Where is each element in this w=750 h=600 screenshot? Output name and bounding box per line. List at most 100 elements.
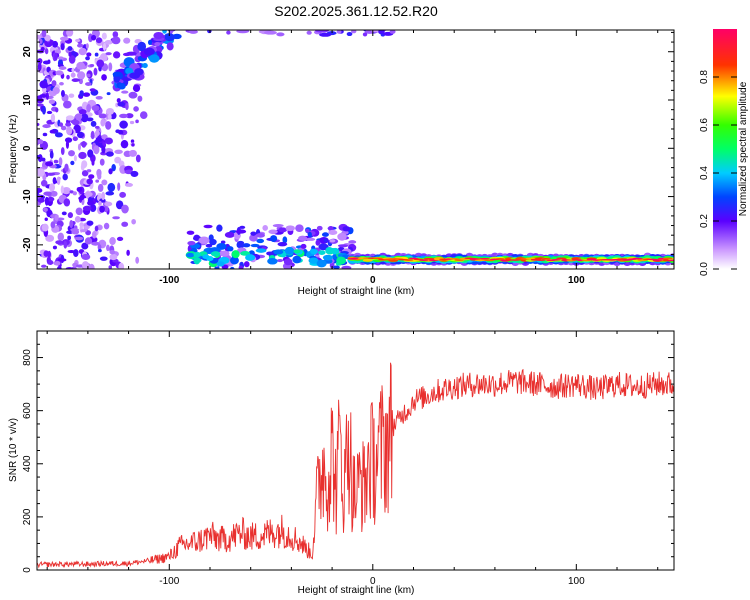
scatter-blob: [237, 240, 245, 246]
scatter-blob: [305, 237, 316, 241]
ridge-blob: [147, 39, 153, 46]
ridge-blob: [154, 42, 161, 47]
noise-blob: [65, 122, 72, 127]
noise-blob: [87, 149, 94, 158]
noise-blob: [74, 236, 84, 241]
top-edge-blob: [378, 30, 385, 34]
noise-blob: [37, 198, 45, 203]
y-tick-label: 10: [22, 94, 33, 106]
scatter-blob: [193, 234, 201, 241]
top-edge-blob: [306, 30, 312, 35]
y-tick-label: 400: [22, 455, 33, 472]
scatter-blob-strong: [267, 257, 278, 265]
scatter-blob: [276, 258, 284, 263]
noise-blob: [104, 137, 113, 145]
scatter-blob: [220, 240, 226, 244]
scatter-blob: [187, 241, 196, 246]
noise-blob: [57, 232, 65, 241]
band-segment: [556, 257, 567, 260]
noise-blob: [83, 225, 90, 230]
scatter-blob: [224, 231, 235, 238]
noise-blob: [66, 30, 74, 37]
noise-blob: [46, 110, 53, 115]
scatter-blob: [315, 239, 321, 246]
noise-blob: [79, 90, 84, 97]
noise-blob: [109, 237, 116, 245]
scatter-blob: [337, 232, 347, 241]
noise-blob: [76, 186, 83, 192]
x-tick-label: 0: [370, 576, 376, 587]
noise-blob: [61, 211, 67, 216]
noise-blob: [63, 100, 72, 109]
scatter-blob: [226, 246, 234, 252]
noise-blob: [120, 140, 129, 149]
colorbar-tick-label: 0.8: [699, 70, 710, 84]
top-edge-blob: [319, 32, 332, 37]
noise-blob: [87, 200, 95, 206]
noise-blob: [88, 174, 95, 180]
noise-blob: [84, 237, 93, 245]
noise-blob: [85, 56, 90, 61]
noise-blob: [108, 168, 113, 175]
scatter-blob: [262, 225, 269, 231]
noise-blob: [105, 191, 115, 196]
noise-blob: [101, 145, 106, 154]
noise-blob: [101, 191, 106, 201]
noise-blob: [39, 80, 48, 89]
noise-blob: [133, 106, 139, 112]
noise-blob: [98, 248, 102, 253]
noise-blob: [86, 220, 94, 226]
noise-blob: [117, 101, 126, 107]
noise-blob: [41, 30, 47, 38]
scatter-blob-strong: [202, 254, 210, 260]
noise-blob: [101, 134, 108, 140]
colorbar: 0.0 0.2 0.4 0.6 0.8 Normalized spectral ampl…: [699, 29, 749, 276]
noise-blob: [101, 179, 108, 186]
noise-blob: [69, 219, 74, 229]
scatter-blob: [307, 231, 312, 238]
noise-blob: [78, 196, 85, 201]
scatter-blob: [272, 223, 284, 228]
noise-blob: [78, 109, 87, 115]
noise-blob: [44, 34, 51, 42]
noise-blob: [76, 131, 85, 139]
noise-blob: [68, 55, 76, 64]
scatter-blob: [229, 266, 235, 269]
noise-blob: [77, 143, 81, 151]
ridge-blob: [137, 41, 147, 52]
noise-blob: [47, 196, 55, 202]
snr-frame: [36, 330, 675, 571]
noise-blob: [100, 118, 106, 127]
noise-blob: [106, 244, 110, 252]
noise-blob: [68, 150, 75, 157]
noise-blob: [65, 115, 75, 121]
noise-blob: [55, 70, 64, 76]
noise-blob: [37, 187, 43, 193]
noise-blob: [81, 261, 89, 269]
noise-blob: [101, 32, 107, 40]
noise-blob: [105, 120, 112, 130]
noise-blob: [54, 132, 63, 138]
scatter-blob-strong: [210, 251, 221, 257]
scatter-blob: [298, 235, 308, 241]
noise-blob: [86, 52, 92, 57]
noise-blob: [53, 159, 59, 164]
noise-blob: [81, 253, 91, 261]
colorbar-tick-label: 0.0: [699, 262, 710, 276]
noise-blob: [50, 221, 56, 229]
noise-blob: [75, 38, 81, 43]
noise-blob: [60, 90, 65, 98]
figure-title: S202.2025.361.12.52.R20: [274, 3, 438, 19]
scatter-blob: [235, 229, 247, 234]
scatter-blob: [321, 232, 329, 237]
band-segment: [403, 259, 414, 261]
noise-blob: [112, 51, 121, 59]
scatter-blob: [268, 229, 278, 235]
noise-blob: [41, 223, 49, 232]
scatter-blob: [342, 226, 351, 232]
ridge-blob: [113, 74, 120, 83]
noise-blob: [119, 191, 127, 198]
noise-blob: [41, 87, 47, 93]
spectrogram-x-label: Height of straight line (km): [298, 286, 415, 297]
